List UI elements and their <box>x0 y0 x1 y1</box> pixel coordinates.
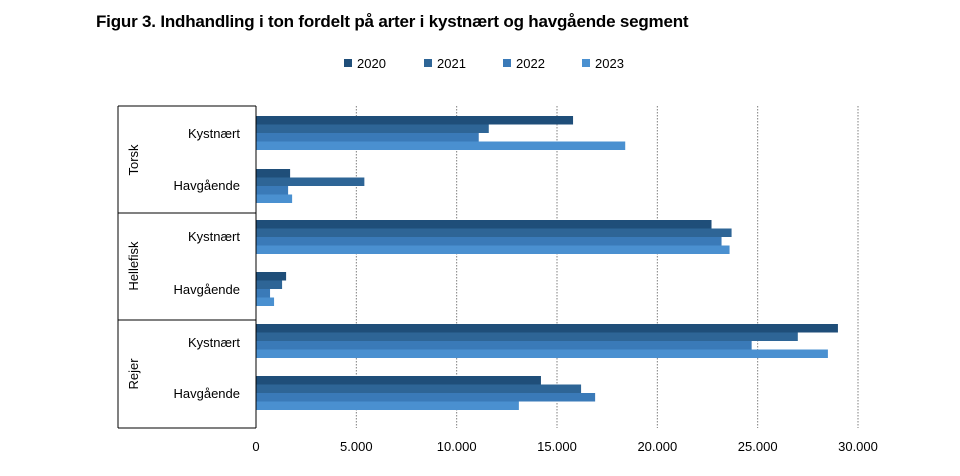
x-tick-label: 20.000 <box>637 439 677 454</box>
legend-label: 2022 <box>516 56 545 71</box>
bar <box>256 169 291 178</box>
chart-legend: 2020 2021 2022 2023 <box>344 56 624 71</box>
subcategory-label: Havgående <box>174 386 241 401</box>
bar <box>256 272 287 281</box>
group-label: Torsk <box>126 144 141 176</box>
bar <box>256 177 365 186</box>
bar <box>256 116 574 125</box>
x-tick-label: 15.000 <box>537 439 577 454</box>
subcategory-label: Kystnært <box>188 229 240 244</box>
bar <box>256 220 712 229</box>
subcategory-label: Havgående <box>174 178 241 193</box>
bar <box>256 332 798 341</box>
legend-swatch <box>424 59 432 67</box>
category-labels: Kystnært Havgående Kystnært Havgående Kystnæ… <box>126 126 240 401</box>
subcategory-label: Havgående <box>174 282 241 297</box>
x-tick-label: 30.000 <box>838 439 878 454</box>
bar <box>256 186 289 195</box>
bar <box>256 349 828 358</box>
legend-swatch <box>344 59 352 67</box>
x-tick-label: 10.000 <box>437 439 477 454</box>
bar <box>256 245 730 254</box>
subcategory-label: Kystnært <box>188 335 240 350</box>
bar <box>256 393 596 402</box>
x-tick-label: 5.000 <box>340 439 373 454</box>
legend-label: 2021 <box>437 56 466 71</box>
legend-label: 2020 <box>357 56 386 71</box>
gridlines <box>355 106 859 428</box>
bar <box>256 376 541 385</box>
group-label: Rejer <box>126 358 141 390</box>
x-tick-label: 0 <box>252 439 259 454</box>
bars <box>256 116 838 410</box>
bar <box>256 194 293 203</box>
bar <box>256 280 283 289</box>
bar <box>256 384 582 393</box>
bar <box>256 237 722 246</box>
legend-swatch <box>582 59 590 67</box>
x-tick-labels: 0 5.000 10.000 15.000 20.000 25.000 30.000 <box>252 439 878 454</box>
bar <box>256 289 271 298</box>
bar <box>256 228 732 237</box>
legend-label: 2023 <box>595 56 624 71</box>
legend-swatch <box>503 59 511 67</box>
bar <box>256 141 626 150</box>
x-tick-label: 25.000 <box>738 439 778 454</box>
group-label: Hellefisk <box>126 241 141 291</box>
axes <box>117 105 257 429</box>
bar <box>256 324 838 333</box>
bar <box>256 297 275 306</box>
bar <box>256 401 519 410</box>
chart-title: Figur 3. Indhandling i ton fordelt på ar… <box>96 12 689 31</box>
bar <box>256 133 479 142</box>
bar <box>256 341 752 350</box>
bar <box>256 124 489 133</box>
subcategory-label: Kystnært <box>188 126 240 141</box>
